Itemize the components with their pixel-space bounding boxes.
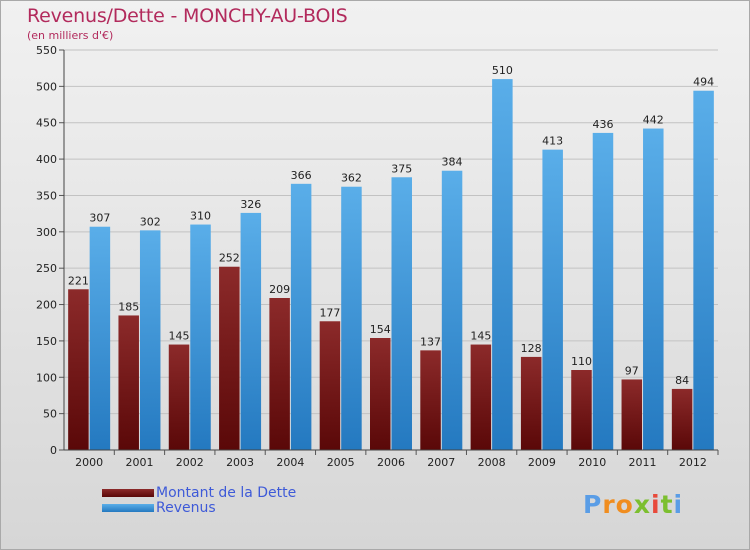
x-tick-label: 2001 xyxy=(125,456,153,469)
data-label-dette: 145 xyxy=(470,330,491,343)
data-label-dette: 154 xyxy=(370,323,391,336)
data-label-dette: 110 xyxy=(571,355,592,368)
y-tick-label: 0 xyxy=(50,444,57,457)
y-tick-label: 50 xyxy=(43,408,57,421)
bar-revenus xyxy=(492,79,513,450)
bar-dette xyxy=(420,350,441,450)
data-label-dette: 209 xyxy=(269,283,290,296)
data-label-revenus: 326 xyxy=(240,198,261,211)
data-label-dette: 97 xyxy=(625,364,639,377)
x-tick-label: 2006 xyxy=(377,456,405,469)
bar-dette xyxy=(68,289,89,450)
data-label-revenus: 362 xyxy=(341,172,362,185)
x-tick-label: 2008 xyxy=(478,456,506,469)
data-label-dette: 252 xyxy=(219,252,240,265)
x-tick-label: 2009 xyxy=(528,456,556,469)
data-label-revenus: 413 xyxy=(542,135,563,148)
y-tick-label: 400 xyxy=(36,153,57,166)
bar-dette xyxy=(219,266,240,450)
x-tick-label: 2005 xyxy=(327,456,355,469)
bar-revenus xyxy=(693,90,714,451)
logo-letter: o xyxy=(615,490,634,519)
bar-revenus xyxy=(441,170,463,450)
y-tick-label: 550 xyxy=(36,44,57,57)
data-label-dette: 137 xyxy=(420,335,441,348)
data-label-dette: 145 xyxy=(169,330,190,343)
legend-label-revenus: Revenus xyxy=(156,500,216,516)
x-tick-label: 2004 xyxy=(276,456,304,469)
data-label-revenus: 366 xyxy=(291,169,312,182)
legend-label-dette: Montant de la Dette xyxy=(156,485,297,501)
proxiti-logo: Proxiti xyxy=(583,490,683,519)
y-tick-label: 300 xyxy=(36,226,57,239)
logo-letter: t xyxy=(660,490,674,519)
x-tick-label: 2010 xyxy=(578,456,606,469)
y-tick-label: 150 xyxy=(36,335,57,348)
bar-revenus xyxy=(643,128,664,450)
x-tick-label: 2000 xyxy=(75,456,103,469)
data-label-dette: 221 xyxy=(68,274,89,287)
bar-dette xyxy=(168,344,190,450)
chart-subtitle: (en milliers d'€) xyxy=(27,29,114,42)
plot-area xyxy=(64,50,718,450)
data-label-dette: 185 xyxy=(118,300,139,313)
logo-letter: x xyxy=(633,490,651,519)
data-label-dette: 177 xyxy=(319,306,340,319)
y-tick-label: 100 xyxy=(36,371,57,384)
bar-dette xyxy=(319,321,341,450)
data-label-revenus: 494 xyxy=(693,76,714,89)
legend-swatch-dette xyxy=(102,489,154,497)
x-tick-label: 2011 xyxy=(629,456,657,469)
y-tick-label: 250 xyxy=(36,262,57,275)
data-label-revenus: 310 xyxy=(190,210,211,223)
bar-revenus xyxy=(290,183,312,450)
data-label-revenus: 307 xyxy=(89,212,110,225)
legend-swatch-revenus xyxy=(102,504,154,512)
bar-revenus xyxy=(89,226,111,450)
data-label-revenus: 384 xyxy=(442,156,463,169)
bar-dette xyxy=(370,338,391,450)
data-label-dette: 84 xyxy=(675,374,689,387)
bar-revenus xyxy=(391,177,412,451)
data-label-revenus: 302 xyxy=(140,215,161,228)
bar-dette xyxy=(671,388,693,450)
bar-dette xyxy=(621,379,643,450)
logo-letter: i xyxy=(651,490,661,519)
bar-revenus xyxy=(542,149,563,451)
bar-revenus xyxy=(139,230,161,450)
y-tick-label: 200 xyxy=(36,299,57,312)
logo-letter: r xyxy=(602,490,616,519)
bar-revenus xyxy=(592,132,614,450)
x-tick-label: 2002 xyxy=(176,456,204,469)
x-tick-label: 2007 xyxy=(427,456,455,469)
data-label-revenus: 375 xyxy=(391,162,412,175)
y-tick-label: 500 xyxy=(36,80,57,93)
data-label-revenus: 510 xyxy=(492,64,513,77)
chart-title: Revenus/Dette - MONCHY-AU-BOIS xyxy=(27,5,348,27)
bar-revenus xyxy=(240,212,262,450)
logo-letter: i xyxy=(673,490,684,519)
x-tick-label: 2012 xyxy=(679,456,707,469)
logo-letter: P xyxy=(583,490,603,519)
x-tick-label: 2003 xyxy=(226,456,254,469)
y-tick-label: 450 xyxy=(36,117,57,130)
bar-revenus xyxy=(190,224,211,450)
y-tick-label: 350 xyxy=(36,189,57,202)
data-label-revenus: 442 xyxy=(643,114,664,127)
bar-dette xyxy=(470,344,492,450)
data-label-dette: 128 xyxy=(521,342,542,355)
bar-revenus xyxy=(341,186,362,450)
bar-dette xyxy=(269,298,290,450)
bar-dette xyxy=(118,315,139,450)
data-label-revenus: 436 xyxy=(592,118,613,131)
bar-dette xyxy=(571,370,592,450)
bar-dette xyxy=(520,356,542,450)
